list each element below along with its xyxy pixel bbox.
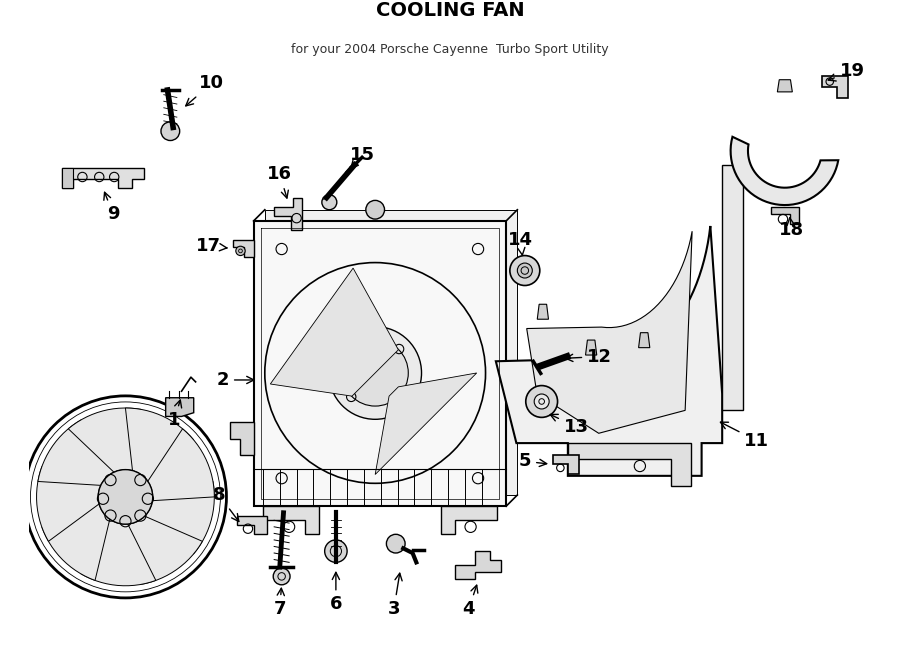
Text: 18: 18 bbox=[778, 217, 804, 239]
Polygon shape bbox=[274, 198, 302, 230]
Polygon shape bbox=[81, 518, 156, 586]
Polygon shape bbox=[568, 443, 691, 486]
Text: 4: 4 bbox=[463, 585, 478, 618]
Text: 15: 15 bbox=[349, 147, 374, 169]
Text: 17: 17 bbox=[196, 237, 227, 255]
Text: 13: 13 bbox=[550, 414, 589, 436]
Polygon shape bbox=[375, 373, 477, 475]
Polygon shape bbox=[126, 516, 202, 584]
Text: COOLING FAN: COOLING FAN bbox=[375, 1, 525, 20]
Polygon shape bbox=[770, 207, 799, 224]
Text: 5: 5 bbox=[518, 452, 546, 471]
Polygon shape bbox=[586, 340, 597, 355]
Polygon shape bbox=[38, 420, 115, 485]
Polygon shape bbox=[144, 481, 214, 554]
Circle shape bbox=[386, 534, 405, 553]
Circle shape bbox=[518, 263, 532, 278]
Polygon shape bbox=[263, 506, 320, 534]
Text: 10: 10 bbox=[185, 75, 224, 106]
Polygon shape bbox=[731, 137, 838, 205]
Polygon shape bbox=[778, 80, 792, 92]
Text: 3: 3 bbox=[388, 573, 402, 618]
Circle shape bbox=[342, 340, 409, 406]
Text: 11: 11 bbox=[720, 422, 770, 449]
Polygon shape bbox=[722, 165, 742, 410]
Polygon shape bbox=[125, 408, 194, 483]
Polygon shape bbox=[265, 210, 518, 495]
Polygon shape bbox=[537, 304, 548, 319]
Polygon shape bbox=[553, 455, 579, 473]
Polygon shape bbox=[441, 506, 497, 534]
Polygon shape bbox=[237, 516, 266, 534]
Polygon shape bbox=[68, 408, 141, 472]
Text: 1: 1 bbox=[167, 400, 182, 429]
Circle shape bbox=[535, 394, 549, 409]
Text: 6: 6 bbox=[329, 572, 342, 613]
Polygon shape bbox=[166, 398, 194, 416]
Text: 9: 9 bbox=[104, 192, 120, 223]
Text: 16: 16 bbox=[267, 165, 293, 198]
Circle shape bbox=[325, 540, 347, 563]
Polygon shape bbox=[254, 221, 506, 506]
Text: 2: 2 bbox=[217, 371, 254, 389]
Polygon shape bbox=[823, 76, 849, 98]
Polygon shape bbox=[148, 429, 214, 500]
Polygon shape bbox=[233, 240, 254, 256]
Circle shape bbox=[510, 256, 540, 286]
Circle shape bbox=[161, 122, 180, 141]
Circle shape bbox=[98, 469, 153, 524]
Text: for your 2004 Porsche Cayenne  Turbo Sport Utility: for your 2004 Porsche Cayenne Turbo Spor… bbox=[292, 43, 608, 56]
Polygon shape bbox=[496, 226, 722, 476]
Polygon shape bbox=[526, 231, 692, 433]
Polygon shape bbox=[37, 467, 102, 541]
Polygon shape bbox=[62, 168, 73, 188]
Text: 19: 19 bbox=[828, 62, 865, 81]
Text: 8: 8 bbox=[212, 486, 238, 522]
Circle shape bbox=[236, 246, 245, 256]
Circle shape bbox=[526, 385, 558, 417]
Text: 7: 7 bbox=[274, 588, 286, 618]
Polygon shape bbox=[270, 268, 399, 396]
Polygon shape bbox=[230, 422, 254, 455]
Circle shape bbox=[274, 568, 290, 585]
Circle shape bbox=[328, 327, 421, 419]
Polygon shape bbox=[62, 168, 144, 188]
Circle shape bbox=[365, 200, 384, 219]
Text: 12: 12 bbox=[565, 348, 612, 366]
Polygon shape bbox=[42, 502, 110, 580]
Polygon shape bbox=[639, 332, 650, 348]
Circle shape bbox=[322, 195, 337, 210]
Text: 14: 14 bbox=[508, 231, 533, 255]
Polygon shape bbox=[454, 551, 501, 579]
